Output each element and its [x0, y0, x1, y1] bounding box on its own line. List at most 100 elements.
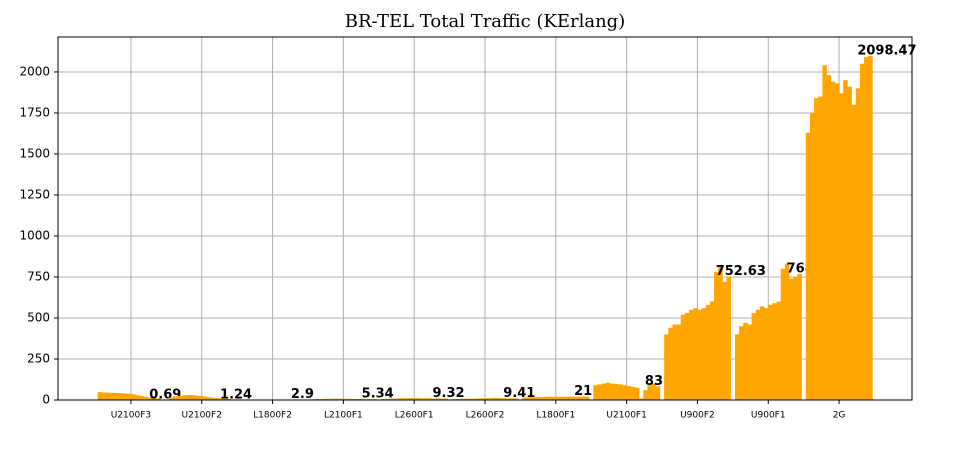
bar-annotation: 9.41: [503, 386, 535, 401]
bar: [839, 93, 844, 400]
bar: [739, 326, 744, 400]
bar: [222, 398, 228, 400]
bar: [176, 395, 182, 400]
bar: [480, 398, 486, 400]
chart-title: BR-TEL Total Traffic (KErlang): [345, 11, 625, 32]
bar: [759, 306, 765, 400]
bar: [330, 398, 336, 400]
bar: [172, 396, 178, 400]
bar: [143, 396, 148, 400]
bar: [397, 398, 403, 400]
bar: [547, 396, 552, 400]
bar: [764, 308, 769, 400]
bar: [747, 324, 752, 400]
bar: [185, 395, 190, 400]
bar: [430, 398, 436, 400]
bar: [326, 398, 332, 400]
bar: [789, 278, 794, 400]
bar: [522, 397, 527, 400]
bar: [189, 395, 194, 400]
bar: [664, 334, 669, 400]
bar: [460, 398, 465, 400]
y-tick-label: 1500: [19, 146, 50, 160]
bar-annotation: 5.34: [362, 387, 394, 402]
x-tick-label: U2100F1: [606, 411, 646, 421]
bar: [622, 385, 627, 400]
bar: [668, 327, 673, 400]
bar-annotation: 1.24: [220, 387, 252, 402]
bar: [814, 98, 819, 400]
bar: [543, 396, 548, 400]
bar: [672, 324, 677, 400]
bar-annotation: 9.32: [432, 386, 464, 401]
bar: [218, 398, 223, 400]
bar: [339, 398, 344, 400]
bar: [509, 398, 515, 400]
bar: [201, 396, 207, 400]
bar: [755, 309, 761, 400]
bar: [605, 382, 611, 400]
bar: [676, 324, 682, 400]
bar: [539, 397, 544, 400]
bar: [343, 398, 348, 400]
bar: [830, 81, 836, 400]
bar: [101, 392, 107, 400]
bar: [751, 313, 757, 400]
bar: [826, 75, 832, 400]
bar: [147, 397, 153, 400]
bar: [689, 309, 694, 400]
bar: [680, 314, 686, 400]
bar: [855, 88, 861, 401]
bar: [593, 385, 598, 400]
bar: [168, 397, 173, 400]
bar: [139, 395, 144, 400]
bar: [347, 398, 352, 400]
x-tick-label: L2100F1: [324, 411, 363, 421]
bar: [834, 83, 840, 401]
bar: [851, 104, 857, 400]
bar: [439, 398, 444, 400]
y-tick-label: 2000: [19, 64, 50, 78]
bar: [614, 383, 619, 400]
y-tick-label: 750: [27, 269, 50, 283]
bar: [322, 398, 328, 400]
bar: [743, 322, 748, 400]
bar: [655, 386, 661, 400]
x-tick-label: L2600F2: [466, 411, 505, 421]
bar: [559, 396, 565, 400]
bar: [414, 398, 419, 400]
bar: [126, 393, 132, 400]
bar: [418, 398, 423, 400]
bar: [776, 301, 782, 400]
bar: [784, 263, 790, 400]
bar: [497, 398, 502, 400]
bar: [568, 396, 573, 400]
bar: [718, 267, 723, 400]
bar: [772, 303, 777, 400]
bar: [197, 395, 203, 400]
bar: [697, 309, 702, 400]
bar: [809, 112, 815, 400]
bar: [489, 398, 494, 400]
bar: [155, 398, 161, 400]
x-tick-label: L2600F1: [395, 411, 434, 421]
bar: [426, 398, 432, 400]
bar: [464, 398, 469, 400]
bar: [405, 398, 411, 400]
bar: [385, 398, 390, 400]
bar: [805, 132, 811, 400]
x-tick-label: L1800F1: [536, 411, 575, 421]
bar: [335, 398, 340, 400]
bar: [410, 398, 415, 400]
x-tick-label: U900F1: [751, 411, 786, 421]
bar: [514, 398, 519, 400]
bar: [822, 65, 827, 400]
bar: [714, 272, 719, 400]
bar: [734, 334, 740, 400]
bar: [647, 385, 652, 400]
bar: [634, 387, 640, 400]
bar: [97, 392, 103, 400]
bar: [551, 396, 557, 400]
bar: [630, 386, 636, 400]
bar: [684, 313, 690, 400]
